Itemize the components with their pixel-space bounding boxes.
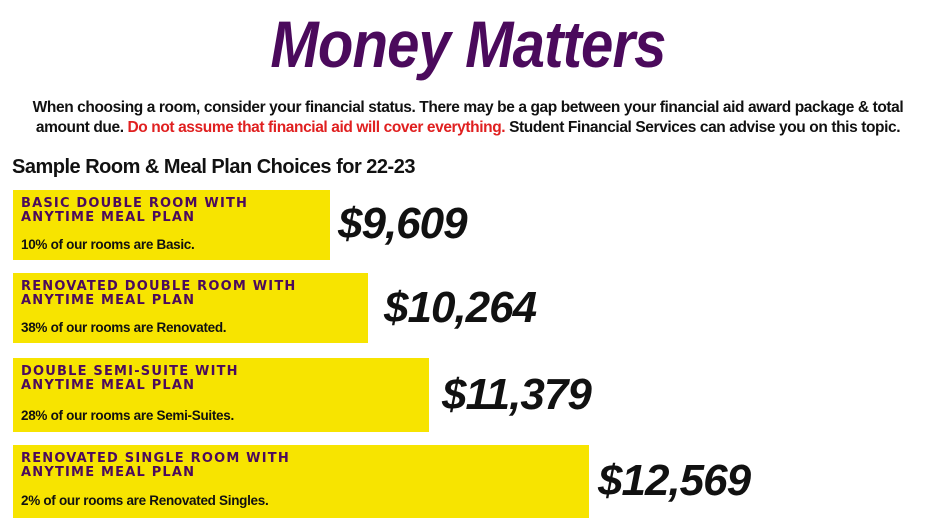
- plan-name: RENOVATED DOUBLE ROOM WITH ANYTIME MEAL …: [21, 279, 297, 308]
- intro-warning: Do not assume that financial aid will co…: [127, 119, 506, 136]
- intro-paragraph: When choosing a room, consider your fina…: [8, 98, 928, 138]
- plan-card-renovated-double: RENOVATED DOUBLE ROOM WITH ANYTIME MEAL …: [13, 273, 368, 343]
- plan-price-basic-double: $9,609: [338, 199, 468, 248]
- plan-note: 38% of our rooms are Renovated.: [21, 320, 227, 335]
- plan-price-renovated-double: $10,264: [384, 283, 537, 332]
- plan-note: 10% of our rooms are Basic.: [21, 237, 195, 252]
- section-subheading: Sample Room & Meal Plan Choices for 22-2…: [12, 156, 415, 178]
- plan-note: 28% of our rooms are Semi-Suites.: [21, 408, 234, 423]
- intro-text: When choosing a room, consider your fina…: [32, 99, 904, 136]
- plan-card-basic-double: BASIC DOUBLE ROOM WITH ANYTIME MEAL PLAN…: [13, 190, 330, 260]
- plan-price-double-semi-suite: $11,379: [442, 370, 592, 419]
- plan-name: BASIC DOUBLE ROOM WITH ANYTIME MEAL PLAN: [21, 196, 249, 225]
- page-title: Money Matters: [270, 7, 666, 81]
- plan-price-renovated-single: $12,569: [598, 456, 751, 505]
- plan-note: 2% of our rooms are Renovated Singles.: [21, 493, 269, 508]
- plan-name: RENOVATED SINGLE ROOM WITH ANYTIME MEAL …: [21, 451, 290, 480]
- intro-text-end: Student Financial Services can advise yo…: [505, 119, 901, 136]
- plan-card-double-semi-suite: DOUBLE SEMI-SUITE WITH ANYTIME MEAL PLAN…: [13, 358, 429, 432]
- plan-name: DOUBLE SEMI-SUITE WITH ANYTIME MEAL PLAN: [21, 364, 239, 393]
- plan-card-renovated-single: RENOVATED SINGLE ROOM WITH ANYTIME MEAL …: [13, 445, 589, 518]
